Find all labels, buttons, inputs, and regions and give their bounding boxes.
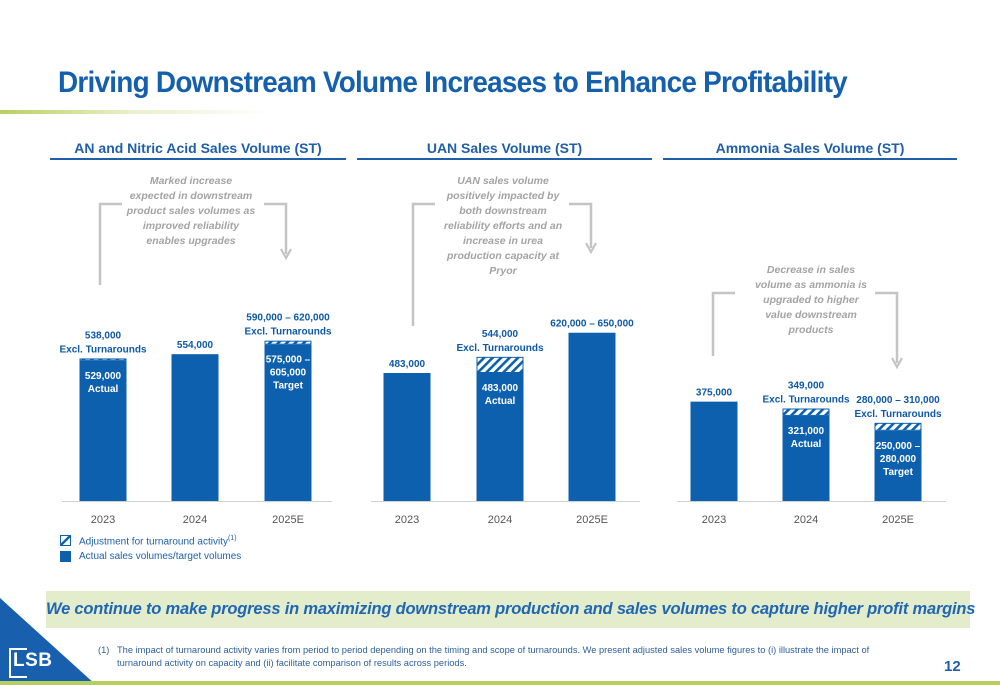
annotation-connector	[569, 202, 593, 248]
data-label: 538,000	[85, 330, 122, 341]
data-label: 483,000	[389, 359, 426, 370]
annotation-text: enables upgrades	[146, 235, 235, 247]
data-label: 280,000 – 310,000	[856, 395, 940, 406]
bar-actual	[568, 332, 616, 501]
data-label-inside: 483,000	[482, 383, 519, 394]
annotation-connector	[264, 202, 288, 254]
bar-turnaround-adjustment	[79, 358, 127, 361]
data-label: Excl. Turnarounds	[854, 409, 941, 420]
bar-turnaround-adjustment	[874, 422, 922, 431]
data-label-inside: Actual	[485, 396, 516, 407]
data-label: 349,000	[788, 381, 825, 392]
panel-title-an-nitric: AN and Nitric Acid Sales Volume (ST)	[74, 140, 322, 156]
bar-actual	[690, 401, 738, 501]
bar-actual	[476, 373, 524, 501]
data-label: 375,000	[696, 388, 733, 399]
bar-actual	[874, 430, 922, 501]
hatch-swatch-icon	[60, 535, 71, 546]
x-tick-label: 2023	[395, 514, 419, 526]
annotation-text: volume as ammonia is	[755, 279, 867, 291]
annotation-text: improved reliability	[143, 220, 240, 232]
arrow-down-icon	[280, 248, 292, 261]
annotation-text: reliability efforts and an	[444, 220, 562, 232]
solid-swatch-icon	[60, 551, 71, 562]
annotation-text: value downstream	[765, 309, 857, 321]
x-tick-label: 2023	[91, 514, 115, 526]
data-label-inside: Actual	[791, 439, 822, 450]
key-message-banner: We continue to make progress in maximizi…	[46, 591, 975, 628]
logo-frame	[9, 648, 27, 678]
annotation-text: expected in downstream	[130, 190, 253, 202]
annotation-text: positively impacted by	[446, 190, 561, 202]
lsb-logo: LSB	[9, 648, 55, 678]
data-label: Excl. Turnarounds	[244, 327, 331, 338]
bar-actual	[264, 344, 312, 501]
arrow-down-icon	[891, 357, 903, 370]
annotation-connector	[98, 202, 122, 285]
annotation-text: Pryor	[489, 265, 517, 277]
bar-turnaround-adjustment	[264, 340, 312, 345]
data-label-inside: 575,000 –	[266, 355, 311, 366]
data-label: 554,000	[177, 340, 214, 351]
annotation-text: both downstream	[459, 205, 547, 217]
legend-label-adjustment: Adjustment for turnaround activity(1)	[79, 535, 237, 548]
x-tick-label: 2023	[702, 514, 726, 526]
data-label-inside: 529,000	[85, 371, 122, 382]
footnote-text: The impact of turnaround activity varies…	[117, 645, 870, 668]
annotation-text: Marked increase	[150, 175, 232, 187]
data-label: 620,000 – 650,000	[550, 319, 634, 330]
logo-text: LSB	[13, 650, 53, 671]
bottom-accent-rule	[0, 681, 1000, 685]
bar-actual	[383, 373, 431, 501]
annotation-text: product sales volumes as	[126, 205, 256, 217]
panel-rule-uan	[357, 158, 652, 160]
bar-turnaround-adjustment	[476, 356, 524, 374]
x-tick-label: 2024	[183, 514, 207, 526]
bar-turnaround-adjustment	[782, 408, 830, 416]
data-label: 590,000 – 620,000	[246, 313, 330, 324]
annotation-text: upgraded to higher	[763, 294, 860, 306]
data-label-inside: 605,000	[270, 368, 307, 379]
data-label: Excl. Turnarounds	[456, 343, 543, 354]
annotation-text: production capacity at	[446, 250, 560, 262]
bar-actual	[79, 360, 127, 501]
panel-title-ammonia: Ammonia Sales Volume (ST)	[715, 140, 905, 156]
x-tick-label: 2025E	[576, 514, 608, 526]
panel-rule-an-nitric	[50, 158, 346, 160]
x-tick-label: 2025E	[882, 514, 914, 526]
data-label: Excl. Turnarounds	[762, 395, 849, 406]
annotation-connector	[411, 202, 435, 326]
title-accent-rule	[0, 110, 270, 114]
x-tick-label: 2024	[488, 514, 512, 526]
data-label-inside: Target	[273, 381, 303, 392]
data-label: Excl. Turnarounds	[59, 344, 146, 355]
annotation-connector	[711, 291, 735, 356]
legend-label-actual: Actual sales volumes/target volumes	[79, 551, 242, 562]
data-label-inside: 321,000	[788, 426, 825, 437]
panel-title-uan: UAN Sales Volume (ST)	[426, 140, 583, 156]
footnote-marker: (1)	[98, 645, 110, 655]
data-label-inside: 280,000	[880, 454, 917, 465]
data-label-inside: Target	[883, 467, 913, 478]
arrow-down-icon	[585, 242, 597, 255]
panel-rule-ammonia	[663, 158, 957, 160]
annotation-connector	[875, 291, 899, 363]
page-number: 12	[944, 658, 961, 675]
bar-actual	[782, 415, 830, 501]
corner-decoration	[0, 598, 96, 685]
annotation-text: UAN sales volume	[457, 175, 549, 187]
x-tick-label: 2024	[794, 514, 818, 526]
page-title: Driving Downstream Volume Increases to E…	[58, 66, 848, 99]
data-label: 544,000	[482, 329, 519, 340]
annotation-text: increase in urea	[463, 235, 543, 247]
sales-volume-charts: 2023 538,000 Excl. Turnarounds 529,000 Actua…	[59, 175, 946, 526]
bar-actual	[171, 354, 219, 501]
annotation-text: Decrease in sales	[767, 264, 855, 276]
data-label-inside: Actual	[88, 384, 119, 395]
annotation-text: products	[788, 324, 834, 336]
data-label-inside: 250,000 –	[876, 441, 921, 452]
x-tick-label: 2025E	[272, 514, 304, 526]
